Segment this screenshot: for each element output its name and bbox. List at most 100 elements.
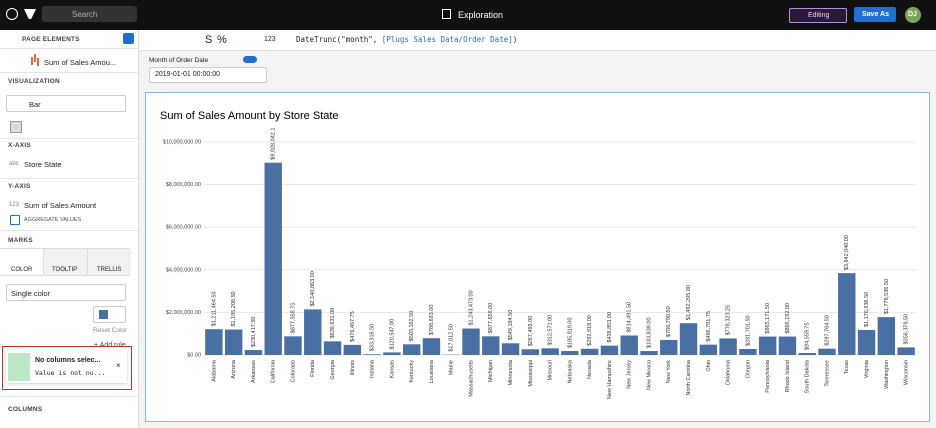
x-tick-label: Alabama — [211, 359, 217, 382]
chart-card[interactable]: Sum of Sales Amount by Store State $0.00… — [145, 92, 930, 422]
value-label: $1,243,473.00 — [468, 290, 474, 325]
toast-icon — [8, 353, 30, 381]
viz-type: Bar — [29, 100, 41, 109]
value-label: $17,012.50 — [449, 324, 455, 352]
x-tick-label: Oregon — [745, 360, 751, 378]
value-label: $914,491.50 — [627, 302, 633, 333]
x-column[interactable]: Store State — [24, 160, 62, 169]
chart-title: Sum of Sales Amount by Store State — [160, 110, 339, 122]
bar — [502, 343, 519, 355]
value-label: $549,184.50 — [508, 310, 514, 341]
percent-button[interactable]: % — [217, 34, 227, 46]
type-icon: 123 — [9, 202, 19, 208]
x-tick-label: Arkansas — [251, 360, 257, 383]
value-label: $230,417.50 — [251, 316, 257, 347]
currency-button[interactable]: S — [205, 34, 212, 46]
value-label: $297,764.50 — [824, 315, 830, 346]
x-tick-label: Pennsylvania — [765, 359, 771, 393]
bar — [403, 344, 420, 355]
bar — [344, 345, 361, 355]
reset-color[interactable]: Reset Color — [93, 327, 127, 334]
formula-bar[interactable]: DateTrunc("month", [Plugs Sales Data/Ord… — [296, 35, 517, 44]
save-button[interactable]: Save As — [854, 7, 896, 22]
bar — [581, 349, 598, 355]
color-swatch-button[interactable] — [93, 306, 126, 323]
section-heading: VISUALIZATION — [8, 78, 60, 85]
mode-button[interactable]: Editing — [789, 8, 847, 23]
section-heading: Y-AXIS — [8, 183, 31, 190]
x-tick-label: Kentucky — [409, 360, 415, 383]
value-label: $476,467.75 — [350, 311, 356, 342]
x-tick-label: Virginia — [864, 359, 870, 378]
y-column[interactable]: Sum of Sales Amount — [24, 201, 96, 210]
bar — [799, 353, 816, 355]
x-tick-label: New Hampshire — [607, 360, 613, 399]
x-tick-label: Illinois — [350, 360, 356, 376]
section-heading: COLUMNS — [8, 406, 42, 413]
bar — [878, 317, 895, 355]
bar — [621, 336, 638, 355]
section-heading: MARKS — [8, 237, 33, 244]
value-label: $866,192.00 — [785, 303, 791, 334]
avatar[interactable]: DJ — [905, 7, 921, 23]
bar — [245, 350, 262, 355]
bar — [482, 336, 499, 355]
toolbar: S % 123 DateTrunc("month", [Plugs Sales … — [139, 30, 936, 51]
tab-label: TRELLIS — [97, 267, 121, 273]
toast-close[interactable]: × — [116, 361, 121, 370]
tab-label: TOOLTIP — [52, 267, 77, 273]
tab[interactable]: TOOLTIP — [43, 249, 88, 275]
value-label: $185,819.00 — [567, 317, 573, 348]
filter-label: Month of Order Date — [149, 57, 208, 64]
bar — [759, 337, 776, 355]
x-tick-label: New Mexico — [646, 360, 652, 390]
x-tick-label: Louisiana — [429, 359, 435, 383]
bar — [838, 273, 855, 355]
number-format-button[interactable]: 123 — [264, 36, 276, 43]
bar — [660, 340, 677, 355]
doc-icon — [442, 9, 451, 19]
highlight-box: No columns selec... Value is not nu... × — [2, 346, 132, 390]
chart-option[interactable] — [10, 121, 22, 133]
checkbox[interactable] — [10, 215, 20, 225]
x-tick-label: Maine — [449, 360, 455, 375]
logo[interactable] — [24, 9, 36, 19]
x-tick-label: California — [271, 359, 277, 383]
tab[interactable]: COLOR — [0, 249, 43, 275]
toast-title: No columns selec... — [35, 357, 100, 364]
x-tick-label: Mississippi — [528, 360, 534, 387]
type-icon: abc — [9, 161, 19, 167]
x-tick-label: Massachusetts — [468, 360, 474, 397]
bar — [561, 351, 578, 355]
value-label: $639,631.00 — [330, 308, 336, 339]
y-tick-label: $6,000,000.00 — [166, 225, 201, 231]
filter-toggle[interactable] — [243, 56, 257, 63]
bar — [719, 338, 736, 355]
sidebar: PAGE ELEMENTS Sum of Sales Amou... VISUA… — [0, 30, 139, 428]
search-box[interactable]: Search — [42, 6, 137, 22]
color-mode-dropdown[interactable]: Single color — [6, 284, 126, 301]
section-heading: X-AXIS — [8, 142, 31, 149]
toast-message: Value is not nu... — [35, 369, 105, 377]
x-tick-label: Texas — [844, 360, 850, 375]
bar — [284, 336, 301, 355]
x-tick-label: New Jersey — [627, 360, 633, 389]
x-tick-label: Arizona — [231, 359, 237, 379]
tab[interactable]: TRELLIS — [87, 249, 131, 275]
filter-dropdown[interactable]: 2019-01-01 00:00:00 — [149, 67, 267, 83]
x-tick-label: Tennessee — [824, 360, 830, 387]
x-tick-label: Kansas — [389, 360, 395, 379]
viz-type-dropdown[interactable]: Bar — [6, 95, 126, 112]
x-tick-label: Indiana — [370, 359, 376, 378]
back-icon[interactable] — [6, 8, 18, 20]
add-element-button[interactable] — [123, 33, 134, 44]
formula-argument: [Plugs Sales Data/Order Date] — [382, 35, 513, 44]
marks-tabs: COLOR TOOLTIP TRELLIS — [0, 248, 130, 276]
element-name: Sum of Sales Amou... — [44, 58, 116, 67]
x-tick-label: Florida — [310, 359, 316, 377]
value-label: $356,378.50 — [904, 314, 910, 345]
value-label: $183,839.00 — [646, 317, 652, 348]
divider — [0, 48, 138, 49]
bar — [700, 345, 717, 355]
